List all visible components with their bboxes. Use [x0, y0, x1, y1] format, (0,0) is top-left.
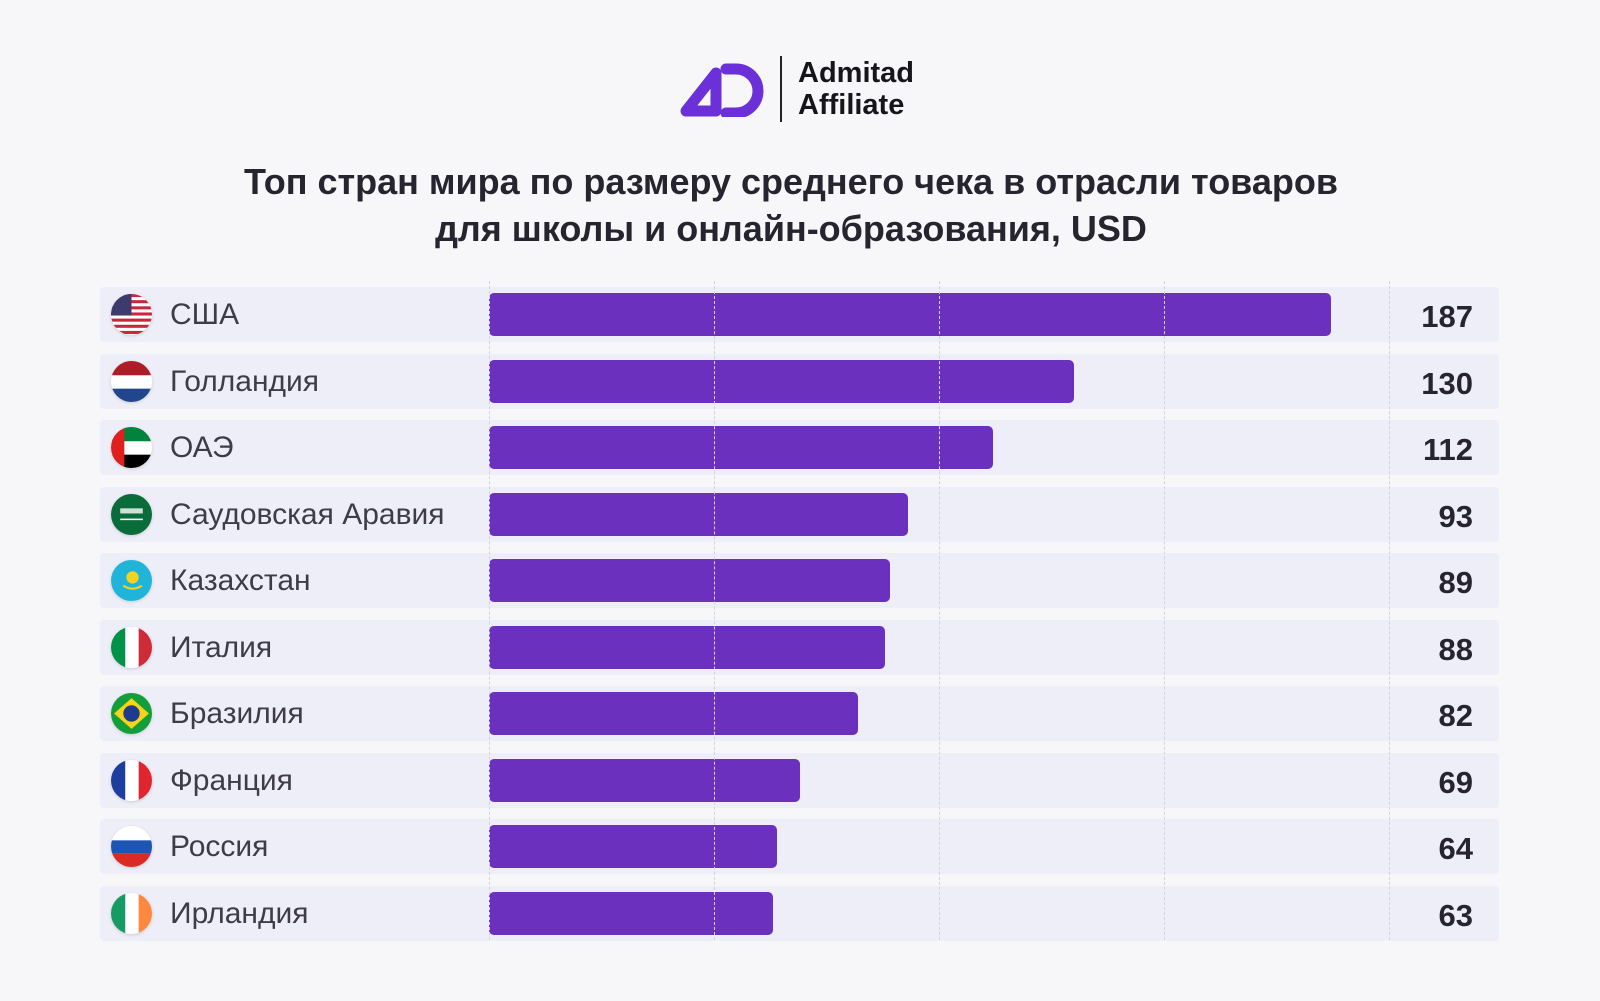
- flag-fr-icon: [111, 759, 152, 801]
- category-label: Бразилия: [170, 697, 304, 730]
- flag-ru-icon: [111, 826, 152, 867]
- gridline: [489, 281, 490, 940]
- logo-line1: Admitad: [798, 57, 914, 89]
- category-label: Италия: [170, 630, 273, 664]
- chart-row: Саудовская Аравия 93: [100, 486, 1499, 542]
- value-label: 89: [1438, 565, 1473, 600]
- logo-line2: Affiliate: [798, 89, 905, 121]
- flag-it-icon: [111, 626, 152, 668]
- bar: [489, 359, 1074, 403]
- admitad-logo-icon: [680, 63, 764, 117]
- chart-title: Топ стран мира по размеру среднего чека …: [0, 158, 1582, 252]
- logo-text: Admitad Affiliate: [798, 57, 914, 121]
- category-label: Франция: [170, 763, 293, 797]
- value-label: 130: [1421, 365, 1473, 401]
- bar: [489, 426, 993, 469]
- chart-row: Россия 64: [100, 819, 1499, 874]
- logo-divider: [780, 56, 782, 122]
- value-label: 93: [1438, 498, 1473, 534]
- chart-row: Италия 88: [100, 619, 1499, 675]
- flag-us-icon: [111, 294, 152, 335]
- flag-ie-icon: [111, 892, 152, 934]
- bar: [489, 293, 1331, 336]
- value-label: 64: [1438, 831, 1473, 866]
- category-label: Казахстан: [170, 564, 311, 597]
- value-label: 88: [1438, 631, 1473, 667]
- chart-row: Казахстан 89: [100, 553, 1499, 608]
- logo: Admitad Affiliate: [680, 56, 914, 122]
- category-label: Ирландия: [170, 896, 309, 930]
- chart-row: Голландия 130: [100, 353, 1499, 409]
- title-line2: для школы и онлайн-образования, USD: [435, 208, 1147, 249]
- category-label: Россия: [170, 830, 269, 863]
- gridline: [1389, 281, 1390, 940]
- bar: [489, 559, 890, 602]
- category-label: Саудовская Аравия: [170, 497, 445, 531]
- gridline: [939, 281, 940, 940]
- flag-ae-icon: [111, 427, 152, 468]
- bar: [489, 758, 800, 802]
- chart-row: США 187: [100, 287, 1499, 342]
- flag-br-icon: [111, 693, 152, 734]
- flag-nl-icon: [111, 360, 152, 402]
- value-label: 82: [1438, 698, 1473, 733]
- bar: [489, 825, 777, 868]
- value-label: 63: [1438, 897, 1473, 933]
- category-label: ОАЭ: [170, 431, 234, 464]
- bar: [489, 625, 885, 669]
- value-label: 187: [1421, 299, 1473, 334]
- category-label: США: [170, 298, 240, 331]
- flag-kz-icon: [111, 560, 152, 601]
- chart-row: Ирландия 63: [100, 885, 1499, 941]
- flag-sa-icon: [111, 493, 152, 535]
- category-label: Голландия: [170, 364, 320, 398]
- chart-row: Франция 69: [100, 752, 1499, 808]
- value-label: 112: [1422, 432, 1473, 467]
- gridline: [714, 281, 715, 940]
- value-label: 69: [1438, 764, 1473, 800]
- chart-row: ОАЭ 112: [100, 420, 1499, 475]
- chart-row: Бразилия 82: [100, 686, 1499, 741]
- title-line1: Топ стран мира по размеру среднего чека …: [244, 161, 1338, 202]
- gridline: [1164, 281, 1165, 940]
- bar: [489, 891, 773, 935]
- bar: [489, 692, 858, 735]
- bar: [489, 492, 908, 536]
